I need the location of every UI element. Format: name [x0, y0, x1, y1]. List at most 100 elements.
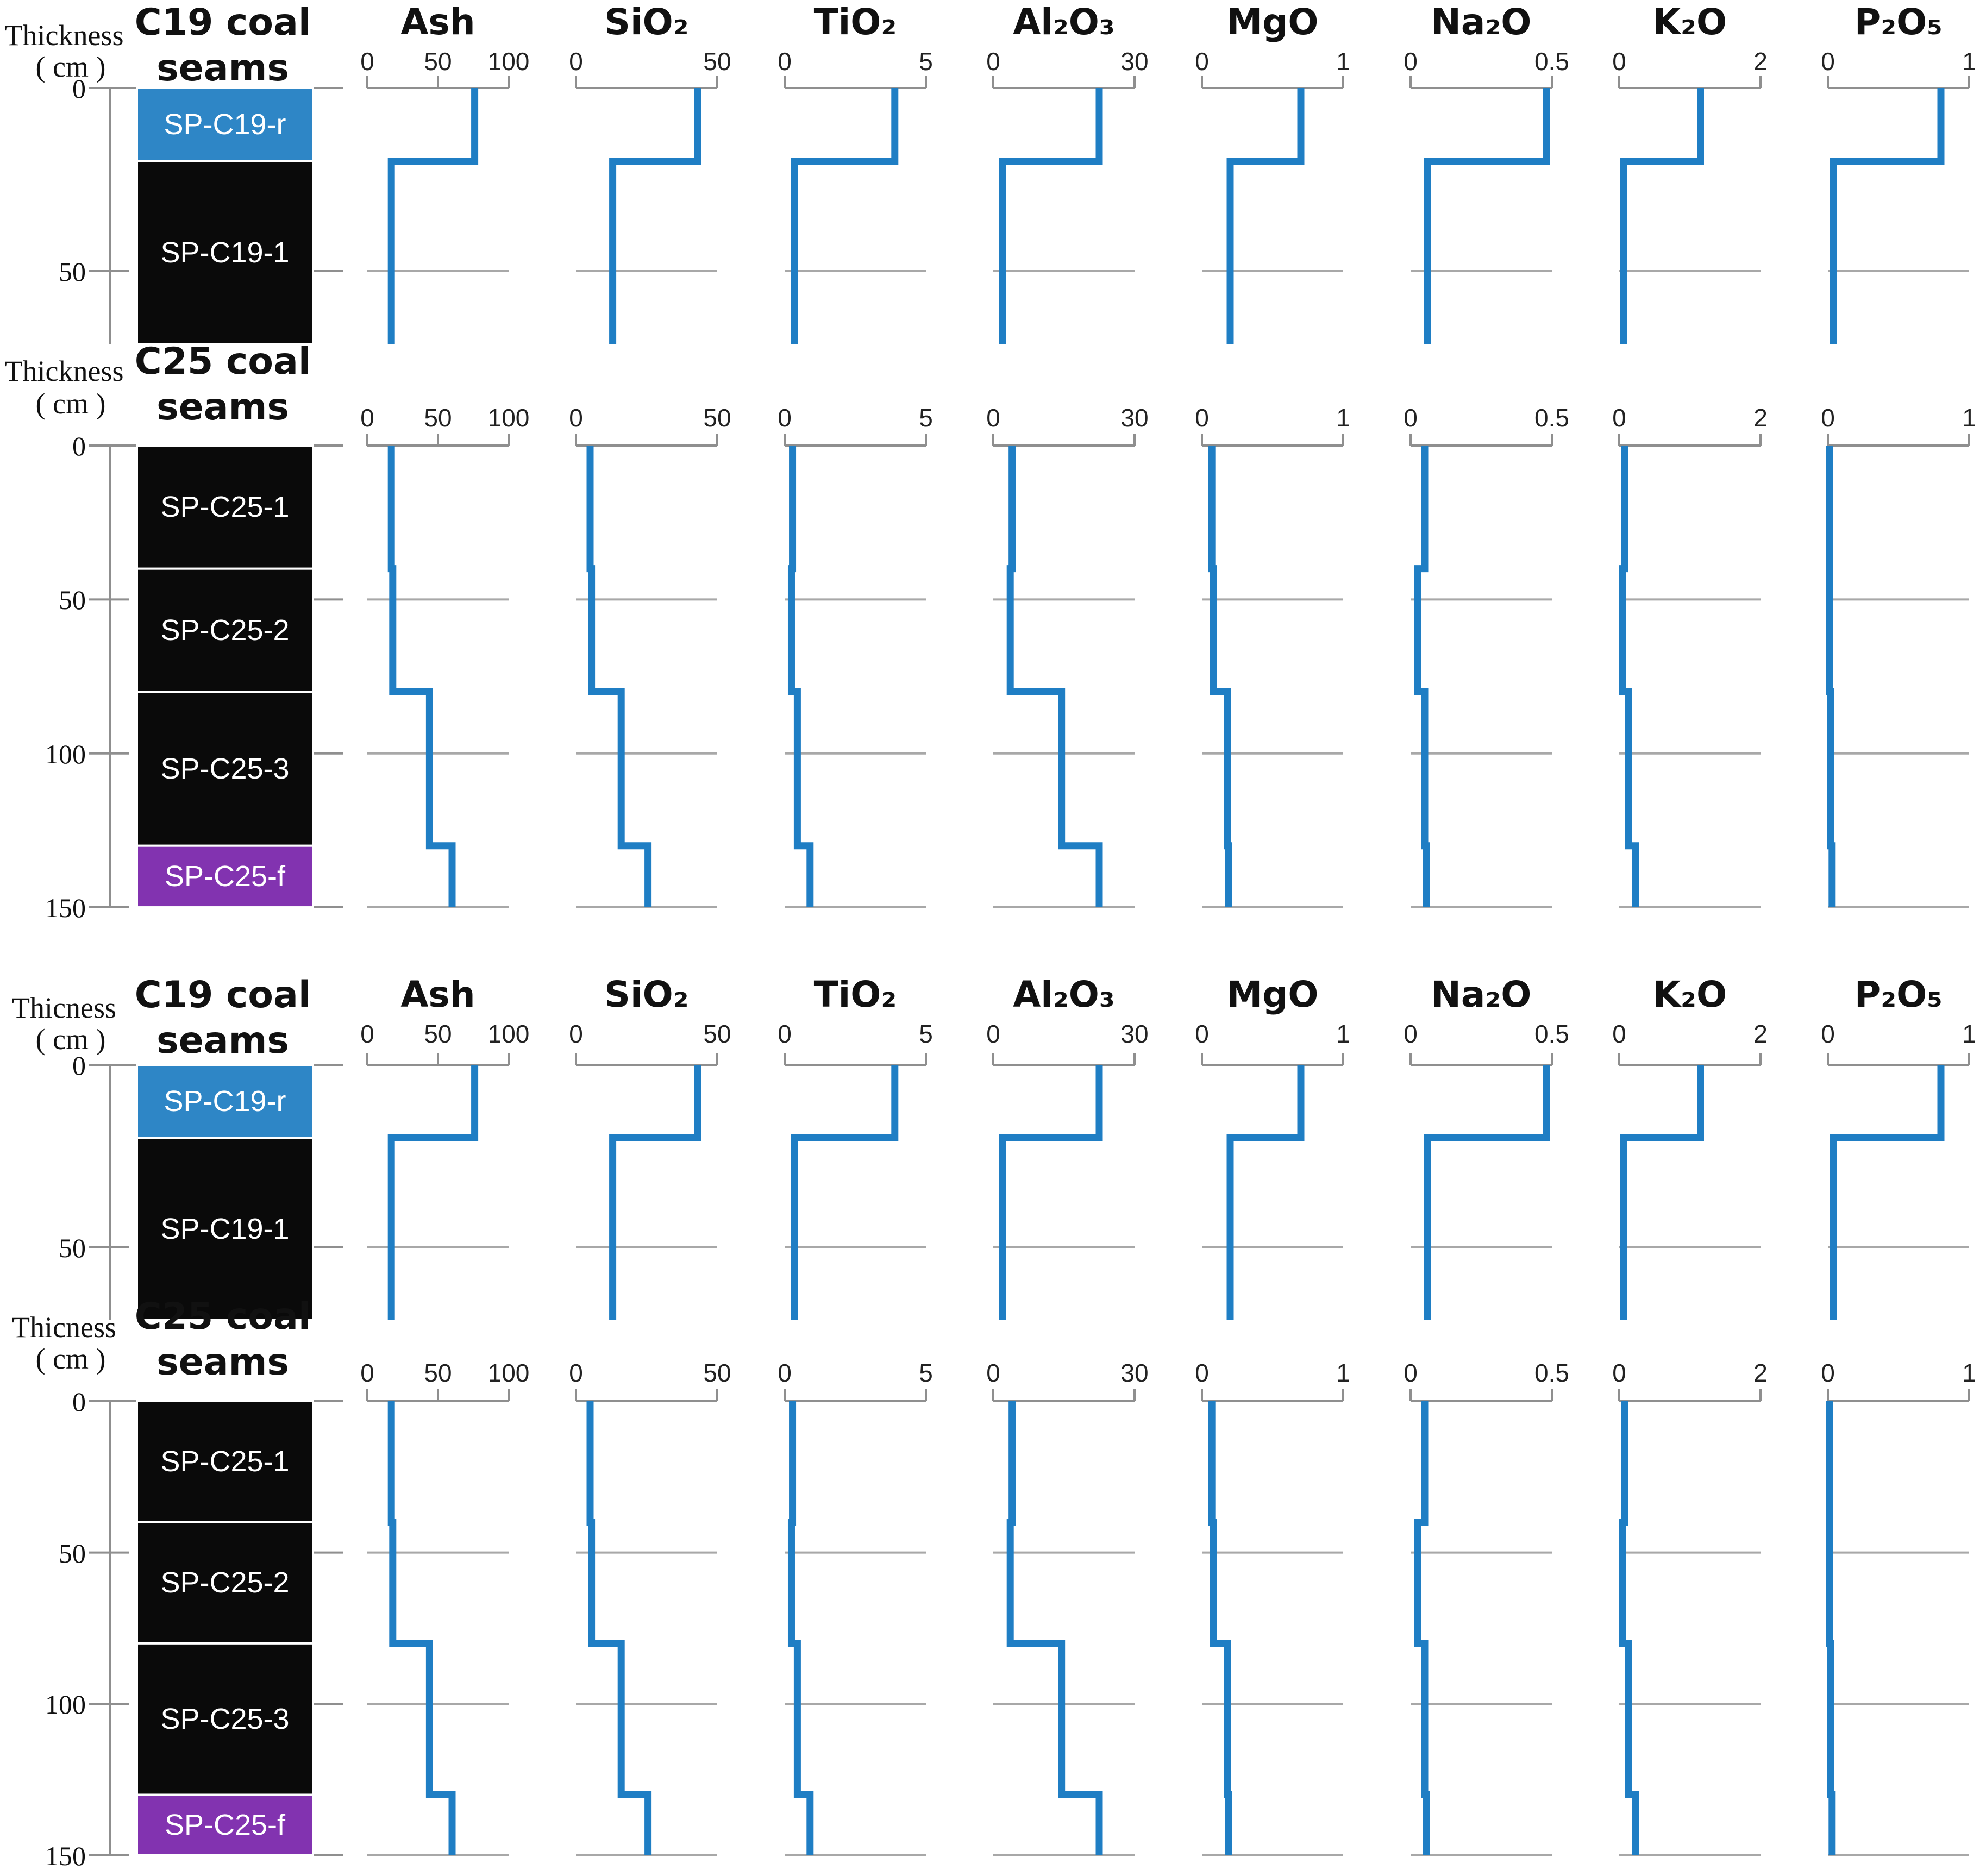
- panel-title: K₂O: [1652, 1, 1727, 43]
- seam-label: SP-C25-3: [160, 1703, 290, 1736]
- seam-block: [136, 1064, 314, 1139]
- depth-tick-label: 100: [45, 1689, 86, 1720]
- row-title-line2: seams: [156, 386, 289, 429]
- panel-tick-label: 0: [1404, 404, 1418, 432]
- depth-tick-label: 50: [59, 1538, 86, 1568]
- panel-tick-label: 30: [1120, 1020, 1149, 1048]
- profile-step-line: [609, 1065, 701, 1320]
- panel-title: P₂O₅: [1854, 1, 1943, 43]
- row-title-line2: seams: [156, 47, 289, 90]
- panel-title: Na₂O: [1431, 974, 1532, 1015]
- row-title-line2: seams: [156, 1341, 289, 1384]
- panel-tick-label: 1: [1962, 47, 1976, 76]
- seam-label: SP-C25-3: [160, 752, 290, 786]
- panel-tick-label: 100: [487, 404, 530, 432]
- panel-tick-label: 2: [1753, 404, 1768, 432]
- seam-label: SP-C19-1: [160, 1212, 290, 1245]
- profile-step-line: [609, 88, 701, 344]
- panel-tick-label: 0.5: [1534, 404, 1569, 432]
- panel-tick-label: 0: [569, 404, 583, 432]
- panel-tick-label: 1: [1962, 1359, 1976, 1387]
- seam-block: [136, 1400, 314, 1523]
- panel-tick-label: 0: [1612, 1020, 1626, 1048]
- panel-tick-label: 0: [569, 47, 583, 76]
- panel-tick-label: 2: [1753, 1020, 1768, 1048]
- seam-block: [136, 87, 314, 162]
- profile-step-line: [1619, 1401, 1639, 1855]
- profile-step-line: [586, 446, 652, 908]
- profile-step-line: [999, 88, 1103, 344]
- panel-tick-label: 0: [986, 404, 1000, 432]
- panel-tick-label: 0: [1404, 1020, 1418, 1048]
- panel-tick-label: 50: [424, 1020, 452, 1048]
- seam-block: [136, 1137, 314, 1321]
- profile-step-line: [1830, 88, 1945, 344]
- profile-step-line: [1208, 446, 1232, 908]
- seam-label: SP-C19-r: [164, 108, 286, 141]
- profile-step-line: [999, 1065, 1103, 1320]
- panel-tick-label: 0: [1195, 1020, 1209, 1048]
- panel-tick-label: 0: [1404, 1359, 1418, 1387]
- panel-tick-label: 0: [986, 1359, 1000, 1387]
- panel-tick-label: 0: [1821, 404, 1835, 432]
- panel-tick-label: 5: [919, 1020, 933, 1048]
- seam-block: [136, 691, 314, 847]
- row-title-line1: C25 coal: [134, 340, 311, 383]
- thickness-label: Thickness: [4, 19, 124, 52]
- panel-tick-label: 0.5: [1534, 47, 1569, 76]
- profile-step-line: [387, 446, 456, 908]
- panel-tick-label: 0: [360, 1359, 374, 1387]
- row-title-line1: C25 coal: [134, 1295, 311, 1338]
- panel-tick-label: 5: [919, 404, 933, 432]
- seam-label: SP-C25-1: [160, 1445, 290, 1478]
- panel-tick-label: 50: [703, 1359, 731, 1387]
- profile-step-line: [791, 88, 899, 344]
- profile-step-line: [1620, 1065, 1704, 1320]
- thickness-label: Thicness: [12, 992, 116, 1024]
- profile-step-line: [1226, 88, 1305, 344]
- profile-step-line: [787, 1401, 814, 1855]
- panel-tick-label: 1: [1336, 404, 1350, 432]
- panel-tick-label: 0: [1821, 1359, 1835, 1387]
- profile-step-line: [1414, 446, 1430, 908]
- row-title-line1: C19 coal: [134, 1, 311, 44]
- seam-label: SP-C25-2: [160, 1566, 290, 1599]
- panel-title: TiO₂: [813, 974, 897, 1015]
- profile-step-line: [1006, 1401, 1103, 1855]
- thickness-unit-label: ( cm ): [35, 1023, 106, 1056]
- panel-tick-label: 5: [919, 47, 933, 76]
- profile-step-line: [1424, 88, 1550, 344]
- panel-tick-label: 0.5: [1534, 1359, 1569, 1387]
- profile-step-line: [1619, 446, 1639, 908]
- depth-tick-label: 150: [45, 893, 86, 924]
- depth-tick-label: 0: [72, 73, 86, 104]
- panel-tick-label: 30: [1120, 404, 1149, 432]
- profile-step-line: [1006, 446, 1103, 908]
- panel-tick-label: 30: [1120, 1359, 1149, 1387]
- panel-title: Ash: [400, 1, 475, 43]
- panel-title: P₂O₅: [1854, 974, 1943, 1015]
- panel-tick-label: 0: [1612, 1359, 1626, 1387]
- profile-step-line: [1826, 1401, 1836, 1855]
- profile-step-line: [387, 1065, 479, 1320]
- panel-tick-label: 0: [1821, 1020, 1835, 1048]
- seam-label: SP-C25-f: [164, 860, 286, 893]
- panel-tick-label: 50: [424, 47, 452, 76]
- panel-tick-label: 1: [1336, 47, 1350, 76]
- depth-tick-label: 0: [72, 431, 86, 461]
- thickness-unit-label: ( cm ): [35, 1342, 106, 1375]
- panel-tick-label: 0.5: [1534, 1020, 1569, 1048]
- profile-step-line: [387, 88, 479, 344]
- panel-tick-label: 1: [1336, 1359, 1350, 1387]
- panel-tick-label: 0: [360, 47, 374, 76]
- panel-tick-label: 0: [1195, 47, 1209, 76]
- panel-tick-label: 100: [487, 47, 530, 76]
- profile-step-line: [387, 1401, 456, 1855]
- depth-tick-label: 50: [59, 1232, 86, 1263]
- thickness-label: Thickness: [4, 355, 124, 387]
- panel-tick-label: 50: [424, 404, 452, 432]
- panel-tick-label: 0: [986, 47, 1000, 76]
- panel-tick-label: 50: [703, 1020, 731, 1048]
- depth-tick-label: 150: [45, 1840, 86, 1871]
